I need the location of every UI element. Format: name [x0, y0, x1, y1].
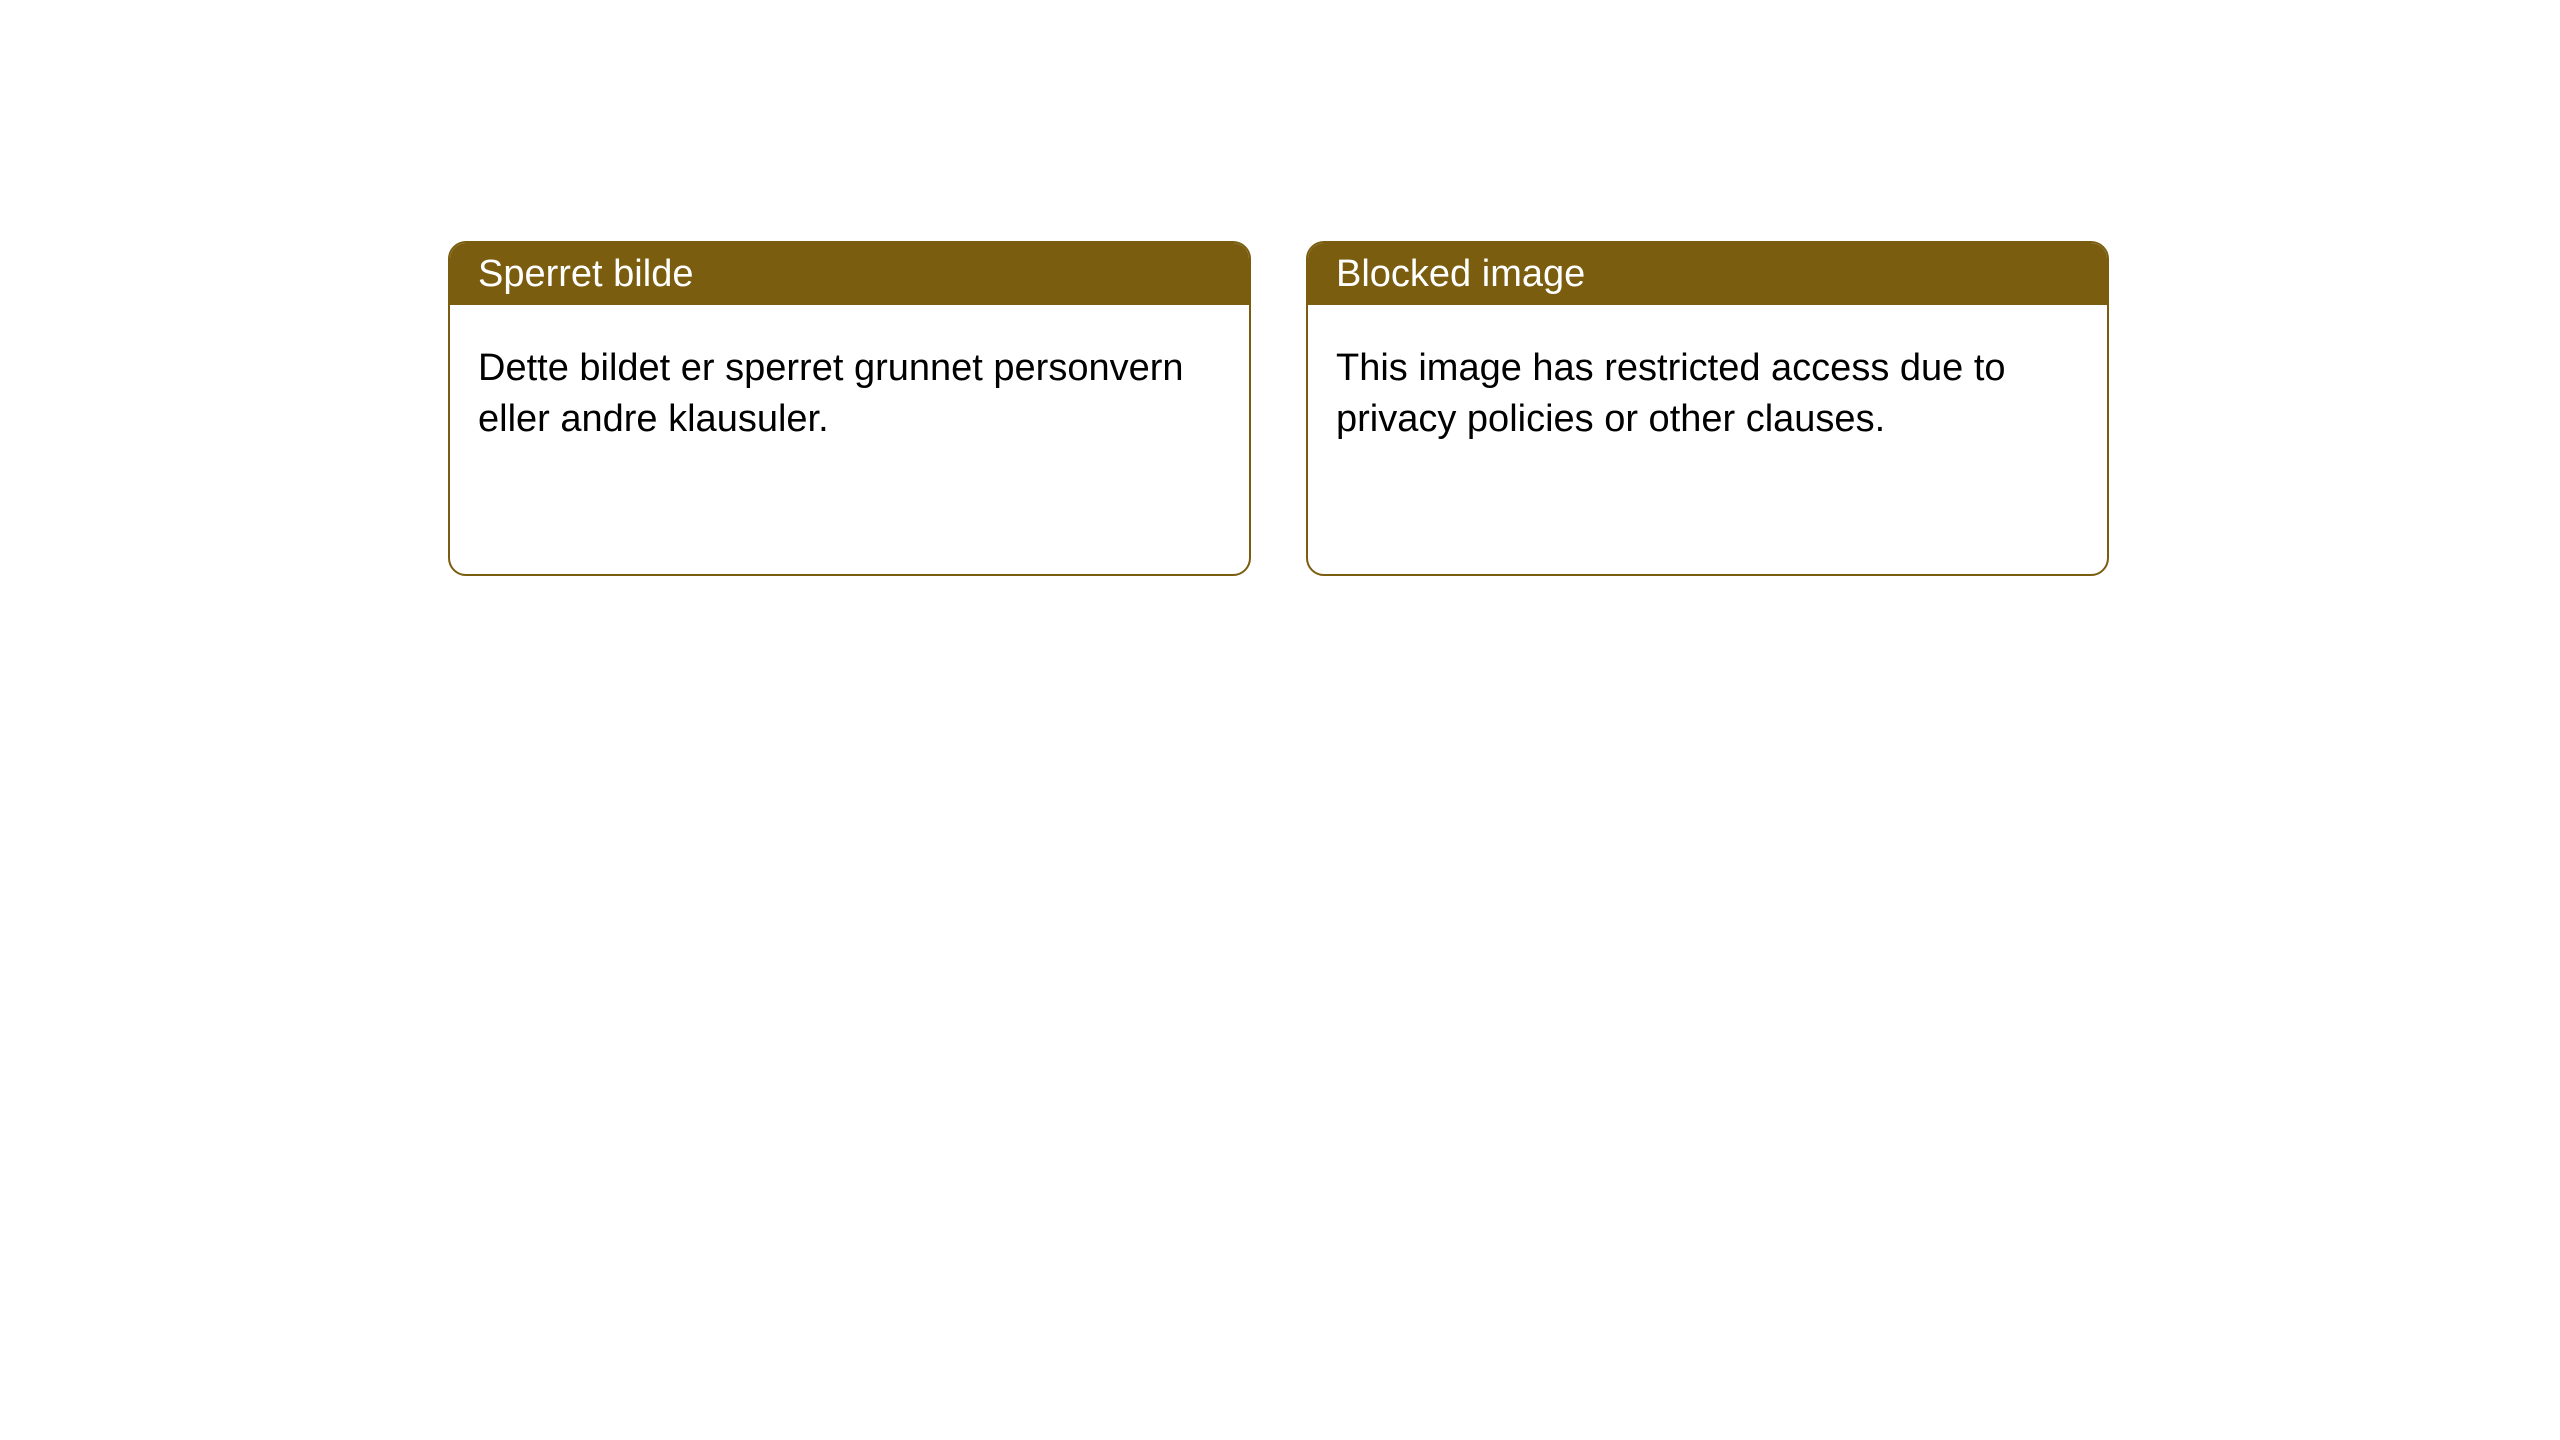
- card-body-text: This image has restricted access due to …: [1336, 347, 2006, 440]
- card-body: Dette bildet er sperret grunnet personve…: [450, 305, 1249, 484]
- card-header: Sperret bilde: [450, 243, 1249, 305]
- card-header: Blocked image: [1308, 243, 2107, 305]
- card-body: This image has restricted access due to …: [1308, 305, 2107, 484]
- card-body-text: Dette bildet er sperret grunnet personve…: [478, 347, 1184, 440]
- card-title: Sperret bilde: [478, 253, 693, 296]
- notice-card-english: Blocked image This image has restricted …: [1306, 241, 2109, 576]
- notice-card-norwegian: Sperret bilde Dette bildet er sperret gr…: [448, 241, 1251, 576]
- notice-container: Sperret bilde Dette bildet er sperret gr…: [0, 0, 2560, 576]
- card-title: Blocked image: [1336, 253, 1585, 296]
